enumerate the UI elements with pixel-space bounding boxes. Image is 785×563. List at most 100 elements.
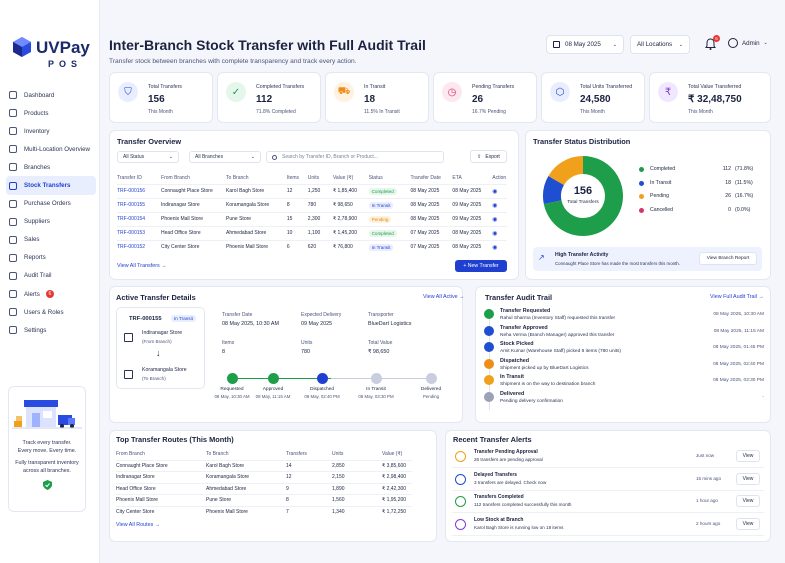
kpi-card[interactable]: ⛉ Total Transfers 156 This Month [109, 72, 213, 123]
transfer-id-link[interactable]: TRF-000153 [117, 230, 146, 236]
alert-title: Low Stock at Branch [474, 516, 524, 523]
active-from-role: (From Branch) [142, 339, 172, 344]
table-cell: 8 [286, 497, 289, 504]
step-time: 08 May, 02:40 PM [304, 394, 340, 399]
activity-banner: ↗ High Transfer Activity Connaught Place… [533, 247, 762, 271]
search-input[interactable]: Search by Transfer ID, Branch or Product… [266, 151, 444, 163]
branch-filter-value: All Branches [195, 154, 224, 160]
audit-item: Transfer Approved Neha Verma (Branch Mana… [484, 325, 764, 347]
transfer-id-link[interactable]: TRF-000154 [117, 216, 146, 222]
sidebar-item-branches[interactable]: Branches [6, 158, 96, 176]
sidebar-item-suppliers[interactable]: Suppliers [6, 213, 96, 231]
table-row[interactable]: TRF-000155 Indiranagar Store Koramangala S… [117, 198, 507, 212]
sidebar-item-dashboard[interactable]: Dashboard [6, 86, 96, 104]
table-row[interactable]: TRF-000152 City Center Store Phoenix Mall … [117, 240, 507, 254]
step-dot-icon [267, 373, 279, 384]
status-badge: In Transit [368, 201, 394, 209]
sidebar-item-stock-transfers[interactable]: Stock Transfers [6, 176, 96, 195]
transfer-id-link[interactable]: TRF-000152 [117, 244, 146, 251]
kpi-label: In Transit [364, 84, 386, 90]
view-eye-icon[interactable]: ◉ [492, 188, 498, 195]
sidebar-item-audit-trail[interactable]: Audit Trail [6, 267, 96, 285]
export-button[interactable]: ⇪ Export [470, 150, 507, 163]
view-all-transfers-link[interactable]: View All Transfers → [117, 263, 167, 269]
sidebar-item-users-roles[interactable]: Users & Roles [6, 303, 96, 321]
export-label: Export [485, 153, 500, 160]
kpi-card[interactable]: ₹ Total Value Transferred ₹ 32,48,750 Th… [649, 72, 771, 123]
kpi-card[interactable]: ✓ Completed Transfers 112 71.8% Complete… [217, 72, 321, 123]
table-row[interactable]: TRF-000154 Phoenix Mall Store Pune Store 15… [117, 212, 507, 226]
sidebar-item-settings[interactable]: Settings [6, 321, 96, 339]
user-shield-icon: ⛉ [118, 82, 138, 102]
table-cell: 08 May 2025 [452, 188, 482, 194]
view-all-active-label: View All Active [423, 294, 458, 300]
sidebar-item-purchase-orders[interactable]: Purchase Orders [6, 195, 96, 213]
table-cell: Phoenix Mall Store [226, 244, 268, 251]
legend-dot [639, 167, 644, 172]
active-from-store: Indiranagar Store [142, 330, 183, 336]
branch-filter[interactable]: All Branches ⌄ [189, 151, 261, 163]
table-cell: 2,300 [307, 216, 321, 222]
alert-desc: 3 transfers are delayed. Check now [474, 479, 547, 485]
legend-name: Cancelled [650, 206, 674, 213]
donut-total: 156 [573, 185, 593, 197]
audit-event-icon [484, 375, 494, 386]
route-box: TRF-000155 In Transit Indiranagar Store … [116, 307, 205, 389]
new-transfer-button[interactable]: + New Transfer [455, 260, 507, 272]
table-cell: 1,250 [307, 188, 321, 194]
table-cell: 2,850 [332, 462, 345, 469]
view-alert-button[interactable]: View [736, 450, 760, 462]
sidebar-item-label: Stock Transfers [24, 182, 71, 190]
sidebar-item-label: Alerts [24, 290, 40, 298]
kpi-value: 26 [472, 94, 484, 105]
sidebar-item-products[interactable]: Products [6, 104, 96, 122]
view-eye-icon[interactable]: ◉ [492, 216, 498, 223]
progress-step: Delivered Pending [411, 373, 451, 399]
table-cell: 08 May 2025 [452, 244, 482, 251]
sidebar-item-sales[interactable]: Sales [6, 231, 96, 249]
sidebar-item-reports[interactable]: Reports [6, 249, 96, 267]
kpi-card[interactable]: ⬡ Total Units Transferred 24,580 This Mo… [541, 72, 645, 123]
view-full-audit-link[interactable]: View Full Audit Trail → [710, 294, 764, 300]
page-subtitle: Transfer stock between branches with com… [109, 58, 357, 65]
table-row[interactable]: TRF-000153 Head Office Store Ahmedabad Sto… [117, 226, 507, 240]
sidebar-item-alerts[interactable]: Alerts 6 [6, 285, 96, 303]
audit-event-icon [484, 392, 494, 402]
audit-event-title: In Transit [500, 374, 524, 381]
sidebar-item-inventory[interactable]: Inventory [6, 122, 96, 140]
view-alert-button[interactable]: View [736, 495, 760, 507]
notifications-button[interactable]: 6 [705, 35, 720, 50]
view-all-active-link[interactable]: View All Active → [423, 294, 465, 300]
transfer-id-link[interactable]: TRF-000155 [117, 202, 146, 208]
table-row[interactable]: TRF-000156 Connaught Place Store Karol Bag… [117, 184, 507, 198]
table-cell: 620 [307, 244, 317, 251]
promo-line1: Track every transfer. [22, 440, 72, 446]
legend-item: Cancelled 0 (0.0%) [639, 206, 759, 216]
table-cell: Koramangala Store [226, 202, 270, 208]
user-menu[interactable]: Admin ⌄ [728, 38, 768, 48]
kpi-card[interactable]: ◷ Pending Transfers 26 16.7% Pending [433, 72, 537, 123]
transfer-id-link[interactable]: TRF-000156 [117, 188, 146, 194]
table-header: From Branch To Branch Transfers Units Value … [116, 449, 412, 460]
units-label: Units [301, 340, 313, 346]
view-eye-icon[interactable]: ◉ [492, 244, 498, 251]
date-picker[interactable]: 08 May 2025 ⌄ [546, 35, 624, 54]
view-eye-icon[interactable]: ◉ [492, 202, 498, 209]
view-branch-report-button[interactable]: View Branch Report [699, 252, 757, 265]
location-select[interactable]: All Locations ⌄ [630, 35, 690, 54]
view-alert-button[interactable]: View [736, 517, 760, 530]
search-icon [272, 154, 277, 160]
notification-count: 6 [713, 35, 720, 42]
view-eye-icon[interactable]: ◉ [492, 230, 498, 237]
view-all-routes-link[interactable]: View All Routes → [116, 522, 160, 528]
table-cell: Phoenix Mall Store [206, 509, 248, 515]
sidebar-item-label: Reports [24, 254, 46, 262]
store-icon [124, 333, 133, 342]
legend-value: 26 [725, 193, 731, 199]
kpi-card[interactable]: ⛟ In Transit 18 11.5% In Transit [325, 72, 429, 123]
branch-icon [9, 163, 17, 172]
sidebar-item-multi-location-overview[interactable]: Multi-Location Overview [6, 140, 96, 158]
column-header: Status [368, 175, 383, 182]
view-alert-button[interactable]: View [736, 472, 760, 485]
status-filter[interactable]: All Status ⌄ [117, 151, 179, 163]
